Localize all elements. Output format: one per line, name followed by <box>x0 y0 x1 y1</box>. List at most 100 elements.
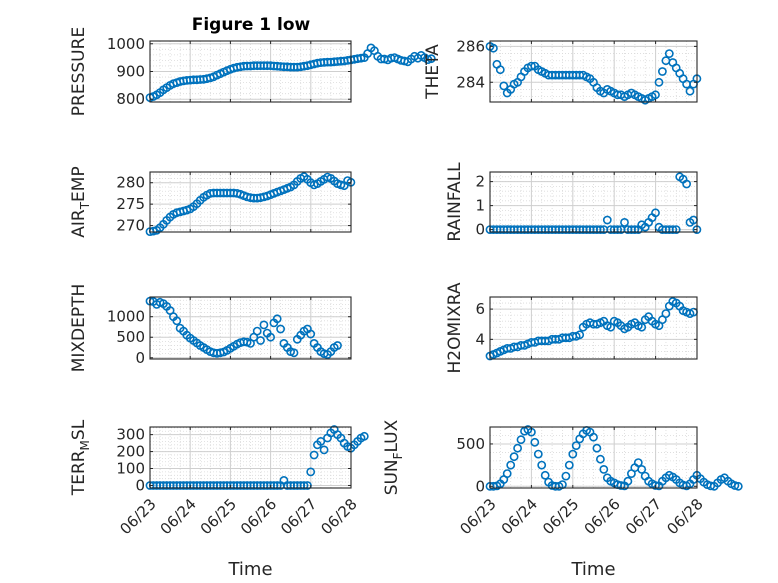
data-point <box>359 431 369 441</box>
data-point <box>685 86 695 96</box>
axes-frame <box>489 296 698 360</box>
data-point <box>671 225 681 234</box>
data-point <box>668 225 678 234</box>
axes-frame <box>489 426 698 489</box>
data-point <box>309 450 319 460</box>
y-axis-label-suffix: LUX <box>382 419 402 452</box>
axes-frame <box>149 426 352 489</box>
axes-theta: 284 286 THETA <box>423 37 702 105</box>
data-point <box>533 449 543 459</box>
y-tick-label: 4 <box>475 330 485 348</box>
data-point <box>502 469 512 478</box>
data-point <box>495 65 505 75</box>
minor-grid <box>150 427 351 488</box>
data-point <box>575 330 585 340</box>
data-point <box>633 458 643 467</box>
data-point <box>658 67 667 76</box>
data-point <box>596 225 605 234</box>
data-point <box>651 208 660 218</box>
data-point <box>682 179 691 189</box>
data-point <box>527 61 536 71</box>
data-point <box>499 81 509 91</box>
y-tick-label: 1 <box>475 197 485 215</box>
y-tick-label: 300 <box>116 426 145 444</box>
axes-frame <box>149 171 352 233</box>
data-point <box>306 329 316 339</box>
data-point <box>289 348 299 358</box>
data-point <box>589 432 598 442</box>
data-point <box>356 53 366 63</box>
x-tick-label: 06/25 <box>539 495 582 538</box>
y-tick-label: 800 <box>116 90 145 108</box>
x-tick-label: 06/24 <box>498 495 541 538</box>
data-point <box>272 314 282 324</box>
data-point <box>266 332 275 342</box>
y-axis-label-main: PRESSURE <box>69 27 89 116</box>
y-axis-label: TERRMSL <box>69 419 92 496</box>
data-point <box>316 436 326 446</box>
data-point <box>530 437 540 447</box>
data-point <box>299 481 309 490</box>
data-point <box>319 445 329 455</box>
y-axis-label-suffix: SL <box>69 419 89 440</box>
data-point <box>513 443 522 453</box>
y-tick-label: 2 <box>475 173 485 191</box>
data-point <box>568 449 578 459</box>
data-point <box>730 481 740 490</box>
data-point <box>306 467 316 477</box>
y-tick-label: 500 <box>116 328 145 346</box>
x-tick-label: 06/25 <box>197 495 240 538</box>
axes-frame <box>489 171 698 233</box>
data-point <box>259 320 269 330</box>
y-axis-label-main: MIXDEPTH <box>69 284 89 373</box>
data-point <box>623 476 633 486</box>
y-tick-label: 286 <box>456 37 485 55</box>
data-series <box>485 297 698 361</box>
axes-pressure: 800 900 1000 PRESSURE <box>69 27 436 116</box>
data-series <box>145 172 356 236</box>
data-point <box>506 460 516 470</box>
data-point <box>616 481 626 490</box>
minor-grid <box>490 171 697 232</box>
y-axis-label-suffix: EMP <box>69 166 89 202</box>
y-axis-label: PRESSURE <box>69 27 89 116</box>
data-point <box>540 470 550 480</box>
data-point <box>733 481 743 491</box>
data-series <box>145 296 342 359</box>
y-tick-label: 100 <box>116 460 145 478</box>
figure-title: Figure 1 low <box>192 15 311 35</box>
data-point <box>561 471 571 481</box>
data-point <box>172 316 182 326</box>
y-axis-label-main: H2OMIXRA <box>445 282 465 373</box>
x-axis-label: Time <box>570 559 615 580</box>
y-tick-label: 0 <box>475 221 485 239</box>
data-point <box>620 217 629 227</box>
y-tick-label: 1000 <box>107 308 145 326</box>
data-point <box>592 443 602 453</box>
x-tick-label: 06/23 <box>116 495 159 538</box>
data-point <box>276 324 285 334</box>
y-axis-label: THETA <box>423 44 443 100</box>
data-point <box>602 215 612 225</box>
axes-mixdepth: 0 500 1000 MIXDEPTH <box>69 284 352 373</box>
y-tick-label: 284 <box>456 73 485 91</box>
data-point <box>654 77 664 87</box>
data-point <box>596 454 605 464</box>
data-point <box>637 464 647 474</box>
y-axis-label-subscript: T <box>78 201 92 210</box>
data-point <box>571 441 581 450</box>
data-series <box>145 425 369 490</box>
y-tick-label: 270 <box>116 217 145 235</box>
axes-frame <box>489 40 698 103</box>
y-tick-label: 275 <box>116 195 145 213</box>
data-point <box>630 225 640 234</box>
x-tick-label: 06/26 <box>581 495 624 538</box>
data-point <box>651 481 660 490</box>
y-axis-label: H2OMIXRA <box>445 282 465 373</box>
y-axis-label: AIRTEMP <box>69 166 92 237</box>
y-tick-label: 200 <box>116 443 145 461</box>
y-axis-label: MIXDEPTH <box>69 284 89 373</box>
y-tick-label: 900 <box>116 63 145 81</box>
